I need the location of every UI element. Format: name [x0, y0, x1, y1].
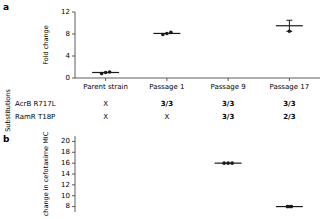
data-group: [92, 20, 303, 75]
table-cell: 3/3: [283, 100, 295, 108]
mean-line: [276, 206, 303, 207]
dot: [230, 161, 234, 165]
table-cell: 3/3: [161, 100, 173, 108]
x-tick: [228, 78, 229, 81]
y-tick-label: 8: [66, 30, 70, 38]
y-tick: [72, 163, 75, 164]
panel-b: b 8 10 12 14 16 18 20 change in cefotaxime MIC: [3, 131, 303, 216]
y-label: change in cefotaxime MIC: [42, 131, 50, 216]
y-tick: [72, 184, 75, 185]
y-axis-line: [75, 12, 76, 78]
y-tick-label: 12: [61, 8, 70, 16]
x-tick: [105, 78, 106, 81]
dot: [100, 72, 104, 76]
y-tick-label: 4: [66, 52, 71, 60]
dot: [288, 29, 292, 33]
y-tick-label: 0: [66, 74, 70, 82]
y-tick: [72, 78, 75, 79]
dot: [290, 205, 294, 209]
chart: a 0 4 8 12 Fold change Parent strain Passage 1 P…: [0, 0, 327, 219]
dot: [108, 70, 112, 74]
dot: [161, 33, 165, 37]
x-tick: [166, 78, 167, 81]
x-tick-label: Passage 9: [211, 83, 246, 91]
x-axis-line: [75, 78, 320, 79]
y-tick-label: 16: [61, 159, 70, 167]
y-tick: [72, 34, 75, 35]
dot: [165, 32, 169, 36]
x-tick-label: Parent strain: [83, 83, 128, 91]
table-cell: X: [103, 113, 108, 121]
y-tick-label: 20: [61, 137, 70, 145]
y-tick-label: 18: [61, 148, 70, 156]
y-tick: [72, 12, 75, 13]
y-tick-label: 8: [66, 202, 70, 210]
y-tick: [72, 152, 75, 153]
y-tick: [72, 141, 75, 142]
table-cell: 3/3: [222, 100, 234, 108]
y-tick-label: 12: [61, 181, 70, 189]
panel-a: a 0 4 8 12 Fold change Parent strain Passage 1 P…: [3, 2, 320, 91]
dot: [104, 71, 108, 75]
x-tick-label: Passage 17: [270, 83, 310, 91]
y-tick-label: 14: [61, 170, 70, 178]
table-cell: X: [164, 113, 169, 121]
data-group: [215, 161, 303, 208]
table-row-label: RamR T18P: [15, 113, 55, 121]
dot: [286, 205, 290, 209]
table-row-label: AcrB R717L: [15, 100, 56, 108]
y-tick-label: 10: [61, 192, 70, 200]
table-cell: 3/3: [222, 113, 234, 121]
error-bar: [286, 205, 292, 207]
y-tick: [72, 195, 75, 196]
y-tick: [72, 174, 75, 175]
error-cap: [286, 20, 292, 21]
table: SubstitutionsAcrB R717L X 3/3 3/3 3/3 RamR T1…: [4, 89, 296, 132]
y-label: Fold change: [42, 25, 50, 64]
panel-label: a: [3, 2, 9, 12]
dot: [169, 31, 173, 35]
dot: [226, 161, 230, 165]
table-cell: X: [103, 100, 108, 108]
y-tick: [72, 206, 75, 207]
table-cell: 2/3: [283, 113, 295, 121]
table-row-group-label: Substitutions: [4, 89, 12, 132]
x-tick-label: Passage 1: [149, 83, 184, 91]
dot: [222, 161, 226, 165]
y-tick: [72, 56, 75, 57]
x-tick: [289, 78, 290, 81]
panel-label: b: [3, 134, 10, 144]
